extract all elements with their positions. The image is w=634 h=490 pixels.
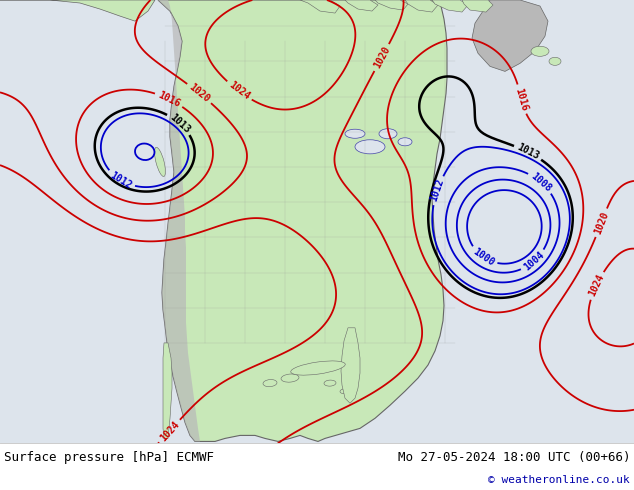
Text: Mo 27-05-2024 18:00 UTC (00+66): Mo 27-05-2024 18:00 UTC (00+66) [398, 451, 630, 464]
Ellipse shape [379, 129, 397, 139]
Text: 1013: 1013 [515, 142, 541, 162]
Text: 1013: 1013 [167, 112, 191, 135]
Text: 1020: 1020 [372, 45, 392, 70]
Polygon shape [432, 0, 468, 12]
Text: 1020: 1020 [187, 82, 212, 104]
Text: 1004: 1004 [522, 250, 546, 273]
Polygon shape [163, 343, 172, 439]
Text: 1020: 1020 [592, 210, 611, 236]
Ellipse shape [324, 380, 336, 386]
Polygon shape [405, 0, 438, 12]
Polygon shape [0, 0, 155, 21]
Ellipse shape [155, 147, 165, 176]
Text: 1012: 1012 [429, 177, 446, 203]
Polygon shape [345, 0, 378, 11]
Ellipse shape [340, 389, 350, 393]
Polygon shape [300, 0, 340, 13]
Polygon shape [375, 0, 408, 10]
Ellipse shape [281, 374, 299, 382]
Text: 1016: 1016 [157, 90, 182, 109]
Text: Surface pressure [hPa] ECMWF: Surface pressure [hPa] ECMWF [4, 451, 214, 464]
Text: 1000: 1000 [471, 246, 496, 268]
Text: 1024: 1024 [587, 273, 606, 298]
Ellipse shape [291, 361, 346, 375]
Ellipse shape [398, 138, 412, 146]
Ellipse shape [263, 380, 277, 387]
Polygon shape [158, 0, 447, 441]
Text: 1012: 1012 [108, 170, 134, 191]
Polygon shape [158, 0, 200, 441]
Ellipse shape [345, 129, 365, 138]
Text: 1024: 1024 [158, 419, 181, 443]
Polygon shape [472, 0, 548, 72]
Polygon shape [341, 328, 360, 403]
Ellipse shape [531, 46, 549, 56]
Ellipse shape [549, 57, 561, 65]
Text: 1008: 1008 [529, 171, 553, 194]
Polygon shape [462, 0, 493, 12]
Ellipse shape [355, 140, 385, 154]
Text: © weatheronline.co.uk: © weatheronline.co.uk [488, 475, 630, 485]
Text: 1016: 1016 [514, 87, 529, 112]
Text: 1024: 1024 [226, 80, 252, 102]
